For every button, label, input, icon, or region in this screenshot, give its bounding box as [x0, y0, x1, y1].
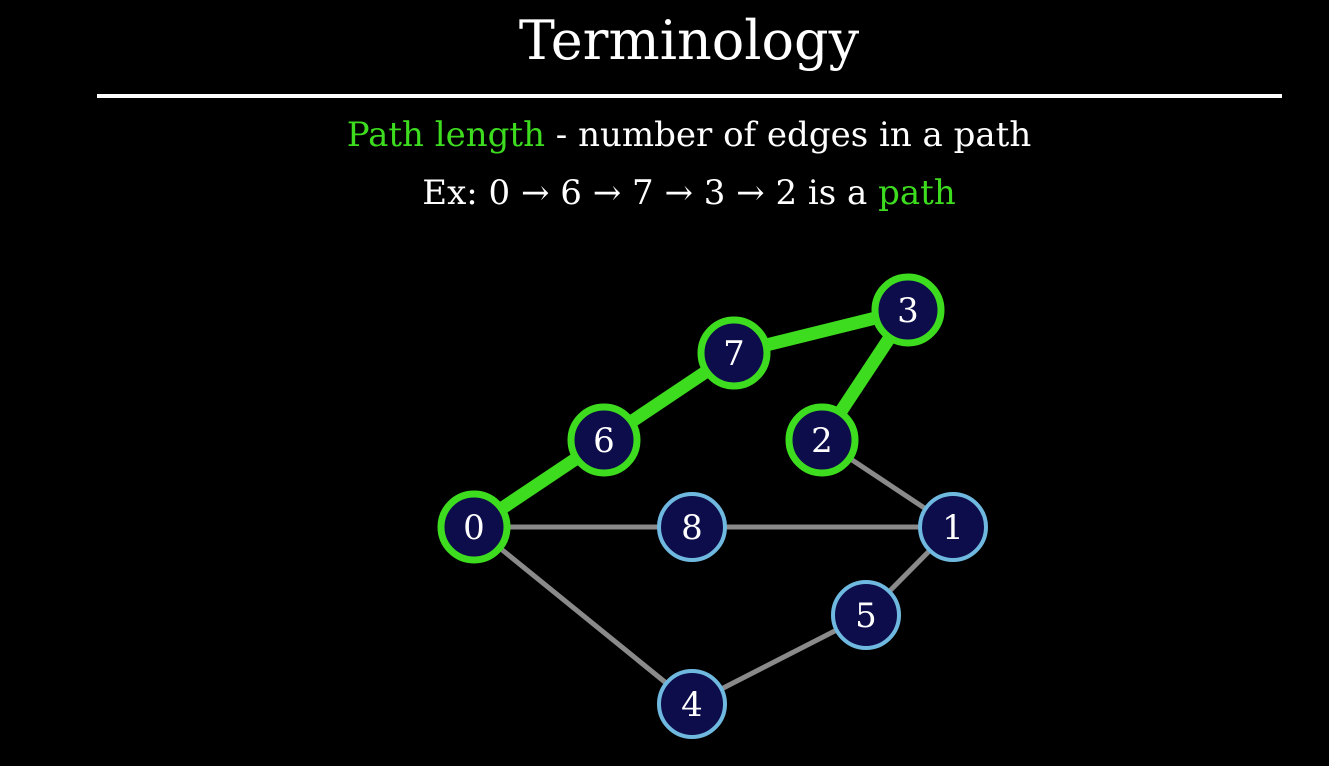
- graph-node-5: 5: [831, 580, 901, 650]
- node-label-2: 2: [811, 421, 833, 461]
- node-circle-1: [918, 492, 988, 562]
- graph-node-6: 6: [567, 403, 641, 477]
- title-divider: [97, 94, 1282, 98]
- node-circle-0: [437, 490, 511, 564]
- node-circle-3: [871, 273, 945, 347]
- definition-text: - number of edges in a path: [544, 115, 1032, 155]
- node-circle-8: [657, 492, 727, 562]
- node-label-1: 1: [942, 508, 964, 548]
- graph-node-2: 2: [785, 403, 859, 477]
- definition-term: Path length: [346, 115, 545, 155]
- example-line: Ex: 0 → 6 → 7 → 3 → 2 is a path: [0, 171, 1329, 215]
- node-label-8: 8: [681, 508, 703, 548]
- node-label-6: 6: [593, 421, 615, 461]
- example-sequence: 0 → 6 → 7 → 3 → 2: [488, 173, 798, 213]
- node-label-5: 5: [855, 596, 877, 636]
- node-circle-5: [831, 580, 901, 650]
- definition-line: Path length - number of edges in a path: [0, 113, 1329, 157]
- example-prefix: Ex:: [422, 173, 489, 213]
- node-label-7: 7: [723, 334, 745, 374]
- graph-node-7: 7: [697, 316, 771, 390]
- example-middle: is a: [797, 173, 879, 213]
- node-label-4: 4: [681, 685, 703, 725]
- example-highlight: path: [878, 173, 956, 213]
- node-circle-6: [567, 403, 641, 477]
- graph-node-3: 3: [871, 273, 945, 347]
- graph-node-0: 0: [437, 490, 511, 564]
- node-circle-2: [785, 403, 859, 477]
- graph-node-4: 4: [657, 669, 727, 739]
- slide-title: Terminology: [518, 9, 860, 72]
- graph-node-1: 1: [918, 492, 988, 562]
- node-label-0: 0: [463, 508, 485, 548]
- node-circle-4: [657, 669, 727, 739]
- graph-node-8: 8: [657, 492, 727, 562]
- node-label-3: 3: [897, 291, 919, 331]
- edge-0-4: [471, 524, 695, 707]
- nodes-layer: 0 1 2 3 4 5 6 7 8: [437, 273, 988, 739]
- node-circle-7: [697, 316, 771, 390]
